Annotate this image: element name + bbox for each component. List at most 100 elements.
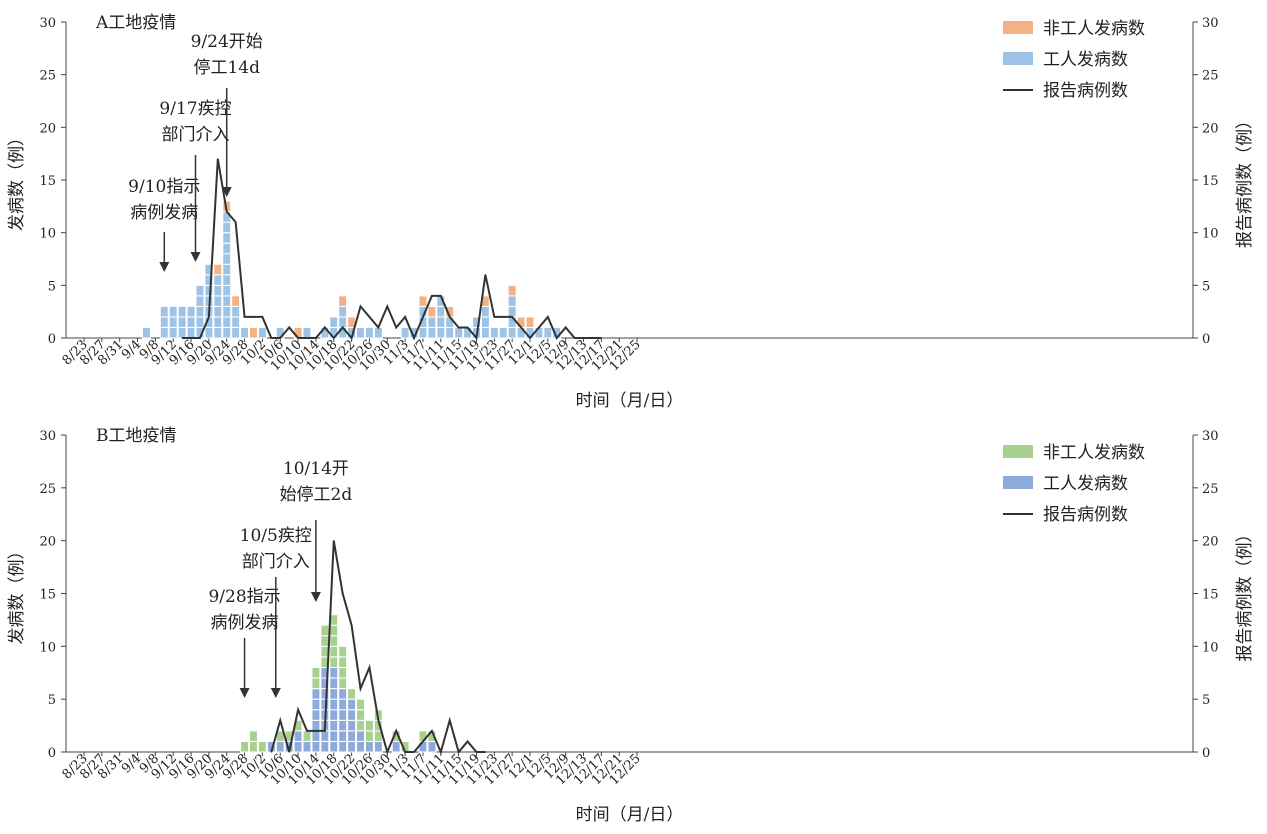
bar-worker-case <box>222 274 232 286</box>
reported-cases-point <box>458 751 460 753</box>
bar-worker-case <box>231 326 241 339</box>
bar-worker-case <box>293 740 303 753</box>
y-tick-label-left: 0 <box>48 746 56 761</box>
bar-nonworker-case <box>338 666 348 679</box>
bar-nonworker-case <box>356 719 365 732</box>
legend-label: 非工人发病数 <box>1043 19 1145 39</box>
bar-worker-case <box>222 316 232 328</box>
reported-cases-point <box>547 316 549 318</box>
bar-worker-case <box>356 326 365 339</box>
legend-swatch-worker <box>1003 52 1033 65</box>
reported-cases-point <box>395 730 397 732</box>
reported-cases-point <box>404 316 406 318</box>
bar-worker-case <box>159 305 169 318</box>
bar-worker-case <box>186 305 196 318</box>
reported-cases-point <box>270 337 272 339</box>
bar-worker-case <box>320 326 330 339</box>
bar-worker-case <box>222 211 232 223</box>
bar-worker-case <box>204 284 214 297</box>
bar-nonworker-case <box>356 709 365 721</box>
reported-cases-point <box>306 337 308 339</box>
bar-worker-case <box>338 740 348 753</box>
annotation-text: 10/5疾控 <box>240 526 312 546</box>
reported-cases-point <box>199 337 201 339</box>
y-tick-label-right: 30 <box>1202 429 1219 444</box>
bar-nonworker-case <box>516 316 526 328</box>
bar-worker-case <box>320 730 330 742</box>
bar-worker-case <box>293 730 303 742</box>
reported-cases-point <box>395 326 397 329</box>
chart-title: B工地疫情 <box>96 426 177 446</box>
bar-nonworker-case <box>257 740 267 753</box>
reported-cases-point <box>261 316 263 318</box>
y-tick-label-right: 15 <box>1202 588 1219 603</box>
bar-worker-case <box>436 326 446 339</box>
reported-cases-point <box>475 751 478 753</box>
y-tick-label-left: 5 <box>48 279 56 294</box>
reported-cases-point <box>226 211 228 213</box>
y-axis-label-right: 报告病例数（例） <box>1235 526 1255 662</box>
bar-worker-case <box>507 326 517 339</box>
reported-cases-point <box>449 719 451 721</box>
reported-cases-point <box>422 316 424 318</box>
reported-cases-point <box>440 295 442 297</box>
annotation-text: 9/28指示 <box>208 587 280 607</box>
reported-cases-point <box>440 751 442 753</box>
chart-title: A工地疫情 <box>95 13 176 33</box>
annotation-arrow-head <box>190 252 201 262</box>
bar-worker-case <box>338 326 348 339</box>
y-tick-label-left: 25 <box>39 69 56 84</box>
bar-worker-case <box>463 326 473 339</box>
bar-worker-case <box>311 709 321 721</box>
annotation-text: 9/17疾控 <box>159 99 231 119</box>
bar-nonworker-case <box>338 677 348 690</box>
bar-nonworker-case <box>418 295 428 307</box>
annotation-arrow-head <box>310 592 321 602</box>
bar-nonworker-case <box>249 740 258 753</box>
bar-worker-case <box>338 305 348 318</box>
annotation-text: 部门介入 <box>242 552 310 572</box>
bar-worker-case <box>480 326 490 339</box>
bar-worker-case <box>329 688 339 700</box>
y-tick-label-right: 25 <box>1202 69 1219 84</box>
reported-cases-point <box>306 730 308 732</box>
bar-nonworker-case <box>356 698 365 711</box>
bar-worker-case <box>311 730 321 742</box>
reported-cases-point <box>333 540 335 542</box>
reported-cases-point <box>413 751 415 753</box>
bar-nonworker-case <box>329 624 339 637</box>
reported-cases-point <box>574 337 576 339</box>
bar-worker-case <box>507 295 517 307</box>
bar-worker-case <box>338 709 348 721</box>
bar-worker-case <box>195 305 205 318</box>
bar-worker-case <box>177 326 187 339</box>
bar-worker-case <box>240 326 250 339</box>
bar-worker-case <box>195 284 205 297</box>
bar-nonworker-case <box>427 305 437 318</box>
bar-worker-case <box>222 326 232 339</box>
bar-worker-case <box>320 740 330 753</box>
reported-cases-point <box>556 337 558 339</box>
bar-worker-case <box>338 730 348 742</box>
bar-worker-case <box>231 305 241 318</box>
reported-cases-point <box>404 751 406 753</box>
x-axis-label: 时间（月/日） <box>576 805 684 825</box>
legend-label: 非工人发病数 <box>1043 443 1145 463</box>
bar-worker-case <box>418 740 428 753</box>
bar-nonworker-case <box>347 688 357 700</box>
bar-worker-case <box>311 740 321 753</box>
y-tick-label-left: 25 <box>39 482 56 497</box>
legend-label: 工人发病数 <box>1043 474 1128 494</box>
bar-worker-case <box>204 263 214 276</box>
bar-worker-case <box>275 326 285 339</box>
reported-cases-point <box>279 337 281 339</box>
y-tick-label-left: 15 <box>39 174 56 189</box>
y-tick-label-left: 15 <box>39 588 56 603</box>
y-tick-label-right: 20 <box>1202 535 1219 550</box>
bar-worker-case <box>186 326 196 339</box>
bar-worker-case <box>427 316 437 328</box>
bar-worker-case <box>329 730 339 742</box>
